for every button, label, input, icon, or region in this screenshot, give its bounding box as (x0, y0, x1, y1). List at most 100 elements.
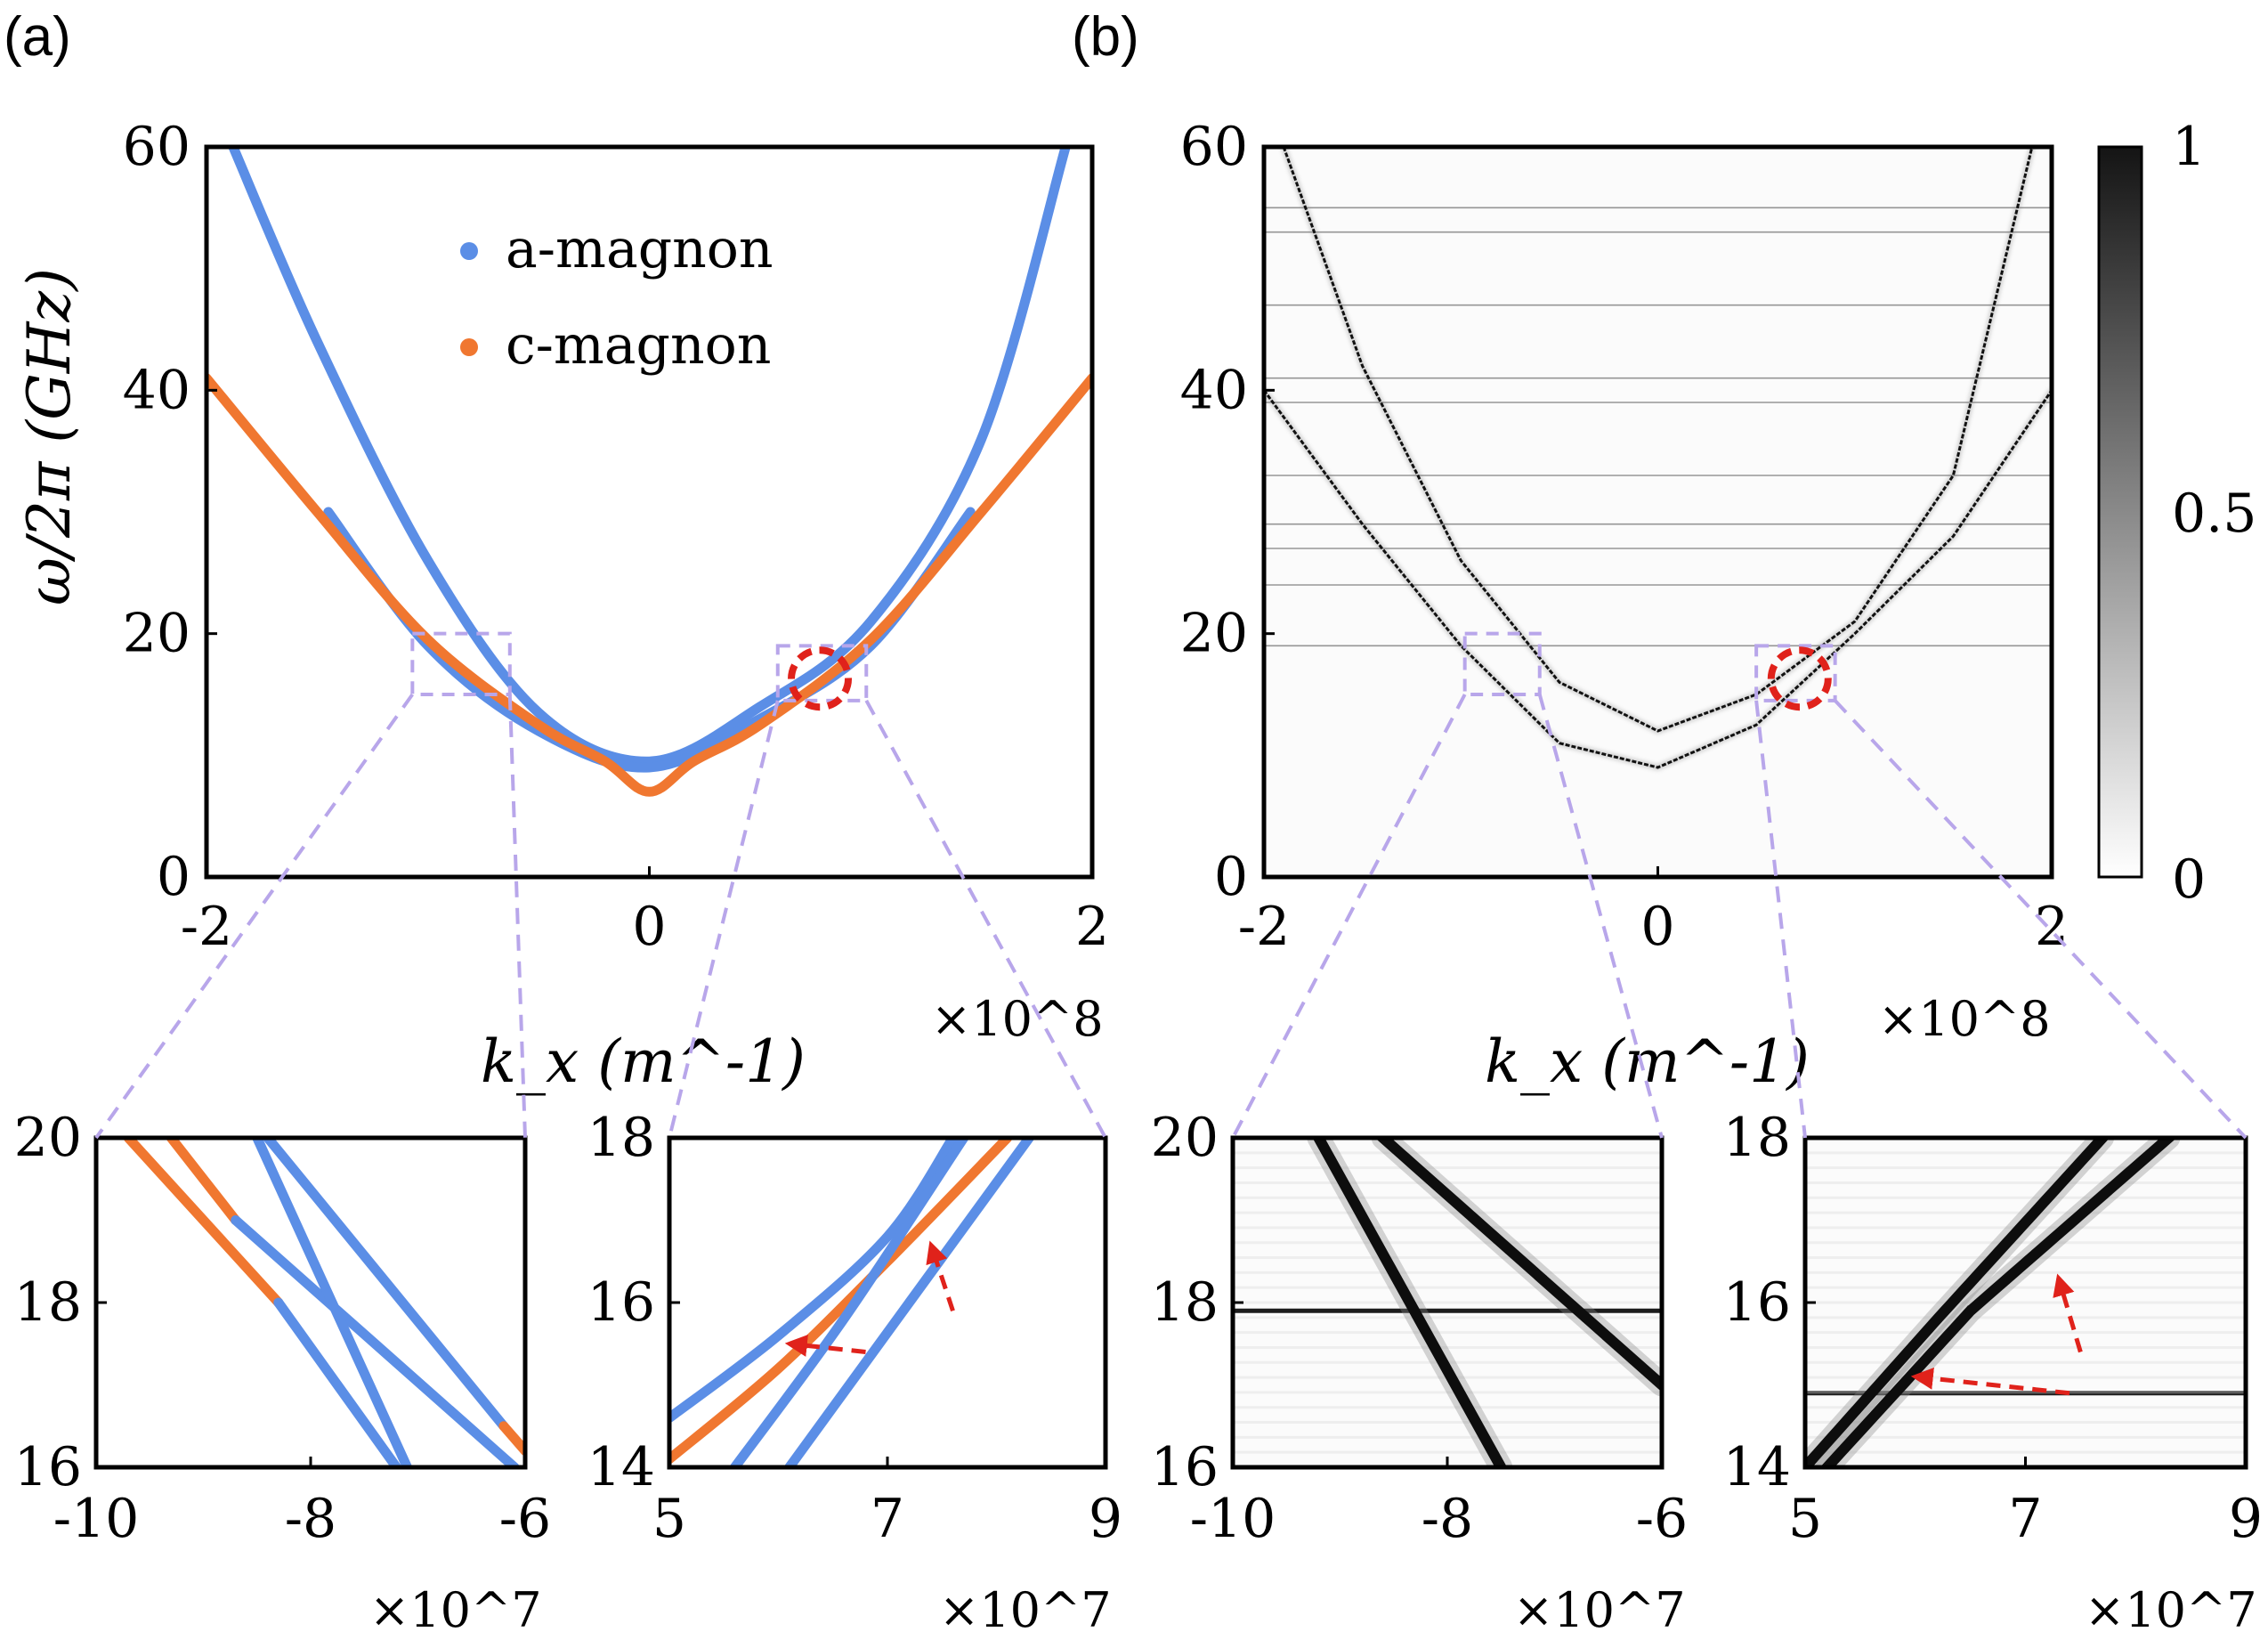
legend-label-a-magnon: a-magnon (506, 218, 774, 280)
x-multiplier-a: ×10^8 (931, 991, 1104, 1047)
red-arrow-1 (926, 1240, 955, 1312)
zoom-box-0 (410, 631, 512, 697)
chart-a-inset-right: 5 7 9 14 16 18 (587, 1107, 1122, 1550)
chart-a-inset-left: -10 -8 -6 16 18 20 (14, 1107, 552, 1550)
x-multiplier-b: ×10^8 (1878, 991, 2051, 1047)
y-tick-label: 40 (123, 359, 190, 421)
y-tick-label: 20 (14, 1107, 82, 1169)
y-tick-label: 18 (587, 1107, 655, 1169)
colorbar-tick-0: 0 (2172, 848, 2206, 911)
heatmap-ridge-1 (1264, 389, 2052, 769)
zoom-connector-right (1537, 694, 1664, 1139)
y-tick-label: 14 (587, 1436, 655, 1498)
series-c-magnon-6 (498, 1421, 525, 1456)
red-arrow-1 (2053, 1273, 2083, 1353)
y-tick-label: 18 (14, 1271, 82, 1334)
zoom-connector-left (1754, 700, 1807, 1139)
zoom-connector-left (668, 700, 780, 1139)
red-arrow-0 (1910, 1367, 2070, 1396)
zoom-box-1 (775, 644, 869, 702)
highlight-circle (788, 646, 853, 711)
heatmap-background (1264, 147, 2052, 877)
heatmap-ridge-1 (1375, 1138, 1662, 1392)
plot-area-a-main (207, 147, 1092, 797)
legend-marker-c-magnon (460, 338, 478, 356)
x-multiplier-b-inset-right: ×10^7 (2085, 1582, 2257, 1638)
series-a-magnon-2 (730, 1138, 969, 1467)
zoom-connectors-layer (94, 693, 2248, 1140)
zoom-connector-left (94, 693, 414, 1140)
y-tick-label: 20 (1180, 603, 1248, 665)
x-tick-label: 0 (1640, 896, 1674, 958)
heatmap-ridge-0 (1312, 1138, 1508, 1467)
series-a-magnon-0 (669, 1138, 958, 1423)
heatmap-ridge-0 (1805, 1138, 2110, 1467)
x-multiplier-b-inset-left: ×10^7 (1513, 1582, 1686, 1638)
plot-area-a-inset-left (123, 1138, 525, 1467)
zoom-box-0 (1462, 631, 1542, 697)
x-tick-label: 2 (2035, 896, 2069, 958)
y-tick-label: 14 (1723, 1436, 1791, 1498)
y-tick-label: 60 (1180, 116, 1248, 178)
y-tick-label: 18 (1723, 1107, 1791, 1169)
y-tick-label: 20 (123, 603, 190, 665)
x-tick-label: 0 (632, 896, 666, 958)
plot-area-b-main (1264, 147, 2052, 877)
legend-marker-a-magnon (460, 242, 478, 260)
x-tick-label: -8 (1422, 1488, 1473, 1550)
series-c-magnon-2 (207, 373, 1092, 797)
series-c-magnon-2 (166, 1138, 241, 1225)
series-a-magnon-3 (784, 1138, 1034, 1467)
zoom-box-1 (1754, 644, 1837, 702)
y-tick-label: 0 (157, 846, 190, 908)
x-tick-label: 5 (1788, 1488, 1822, 1550)
colorbar-tick-1: 1 (2172, 116, 2206, 178)
x-tick-label: -2 (1238, 896, 1290, 958)
x-tick-label: -8 (285, 1488, 336, 1550)
x-tick-label: 2 (1075, 896, 1109, 958)
chart-b-inset-right: 5 7 9 14 16 18 (1723, 1107, 2263, 1550)
y-tick-label: 16 (1151, 1436, 1219, 1498)
y-tick-label: 16 (14, 1436, 82, 1498)
x-tick-label: -6 (499, 1488, 551, 1550)
series-a-magnon-1 (273, 1297, 401, 1467)
series-a-magnon-0 (228, 147, 1071, 767)
x-tick-label: -2 (181, 896, 232, 958)
colorbar: 1 0.5 0 (2097, 116, 2256, 911)
x-tick-label: 5 (652, 1488, 686, 1550)
plot-area-b-inset-right (1805, 1138, 2246, 1467)
colorbar-gradient (2099, 147, 2142, 877)
legend-label-c-magnon: c-magnon (506, 314, 771, 377)
x-tick-label: 7 (871, 1488, 904, 1550)
y-tick-label: 0 (1214, 846, 1248, 908)
y-tick-label: 40 (1180, 359, 1248, 421)
x-multiplier-a-inset-left: ×10^7 (369, 1582, 542, 1638)
red-arrow-0 (784, 1334, 866, 1357)
zoom-connector-right (1834, 699, 2248, 1140)
series-c-magnon-1 (669, 1138, 1013, 1465)
series-a-magnon-3 (231, 1215, 520, 1467)
series-a-magnon-5 (263, 1138, 509, 1432)
x-multiplier-a-inset-right: ×10^7 (939, 1582, 1112, 1638)
y-tick-label: 60 (123, 116, 190, 178)
colorbar-frame (2097, 145, 2143, 879)
x-tick-label: -10 (1190, 1488, 1276, 1550)
y-axis-label: ω/2π (GHz) (15, 268, 84, 605)
x-tick-label: 9 (1089, 1488, 1122, 1550)
plot-area-a-inset-right (669, 1138, 1034, 1467)
y-tick-label: 16 (587, 1271, 655, 1334)
x-axis-label-a: k_x (m^-1) (481, 1027, 806, 1096)
colorbar-tick-0.5: 0.5 (2172, 483, 2256, 545)
x-tick-label: -6 (1636, 1488, 1688, 1550)
axes-frame (667, 1135, 1108, 1470)
zoom-connector-right (864, 699, 1107, 1139)
x-tick-label: 9 (2229, 1488, 2263, 1550)
series-c-magnon-0 (123, 1138, 284, 1308)
panel-a-tag: (a) (4, 6, 71, 68)
plot-area-b-inset-left (1233, 1138, 1662, 1467)
highlight-circle (1767, 646, 1832, 711)
x-tick-label: -10 (53, 1488, 140, 1550)
